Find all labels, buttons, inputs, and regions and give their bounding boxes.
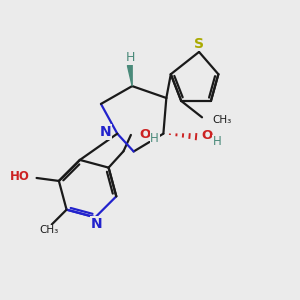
Text: H: H [150, 132, 159, 145]
Text: O: O [139, 128, 151, 141]
Text: N: N [100, 125, 111, 139]
Text: H: H [126, 51, 135, 64]
Text: O: O [201, 129, 213, 142]
Polygon shape [128, 65, 132, 86]
Text: N: N [91, 217, 103, 231]
Text: HO: HO [10, 170, 30, 183]
Text: CH₃: CH₃ [212, 115, 232, 125]
Text: H: H [212, 136, 221, 148]
Text: S: S [194, 37, 204, 51]
Text: CH₃: CH₃ [39, 226, 58, 236]
